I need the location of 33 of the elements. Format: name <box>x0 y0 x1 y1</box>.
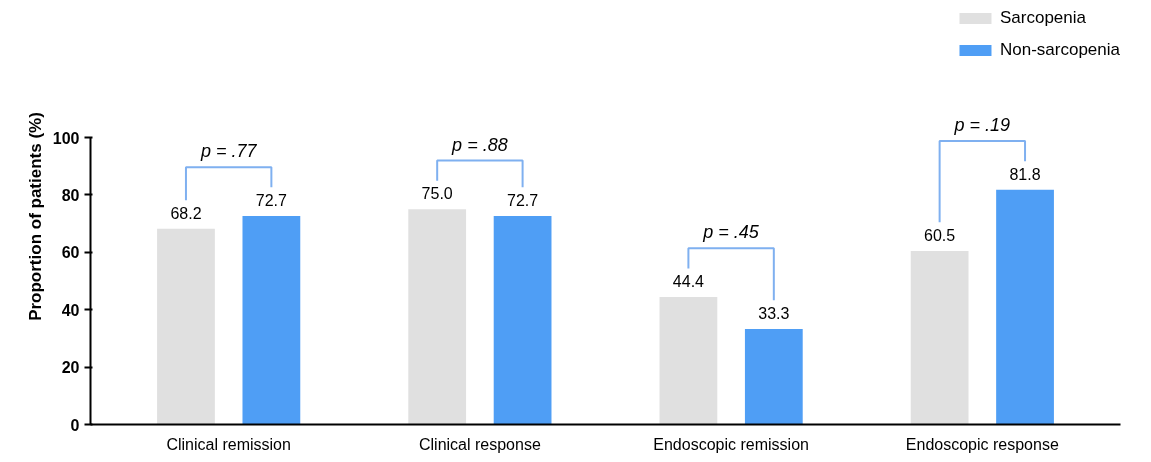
text: p = .19 <box>953 115 1011 136</box>
data-label: 44.4 <box>672 273 705 291</box>
annotation: p = .88 <box>451 134 508 155</box>
bar <box>493 215 552 425</box>
y-tick-label: 20 <box>61 359 80 377</box>
legend-label: Non-sarcopenia <box>999 40 1120 60</box>
y-axis-title: Proportion of patients (%) <box>25 112 45 321</box>
data-label: 75.0 <box>421 185 453 203</box>
y-tick-label: 40 <box>61 301 80 319</box>
y-tick-label: 0 <box>70 416 80 434</box>
data-label: 72.7 <box>507 191 539 209</box>
data-label: 60.5 <box>924 226 956 244</box>
legend-label: Sarcopenia <box>999 8 1086 28</box>
data-label: 33.3 <box>758 304 790 322</box>
y-tick-label: 80 <box>61 186 80 204</box>
data-label: 72.7 <box>255 191 288 209</box>
bar <box>910 250 969 425</box>
x-tick-label: Clinical response <box>418 435 541 453</box>
y-tick-label: 60 <box>61 244 80 262</box>
bar <box>408 209 467 425</box>
bar <box>242 215 301 425</box>
x-tick-label: Endoscopic remission <box>653 435 809 453</box>
bar <box>157 228 215 425</box>
bar <box>659 297 718 425</box>
x-tick-label: Clinical remission <box>166 435 291 453</box>
y-tick-label: 100 <box>52 129 80 147</box>
annotation: p = .77 <box>199 141 258 162</box>
data-label: 68.2 <box>170 204 202 222</box>
data-label: 81.8 <box>1009 165 1041 183</box>
annotation: p = .45 <box>702 222 760 243</box>
bar <box>744 328 803 425</box>
x-tick-label: Endoscopic response <box>905 435 1059 453</box>
bar <box>996 189 1054 425</box>
